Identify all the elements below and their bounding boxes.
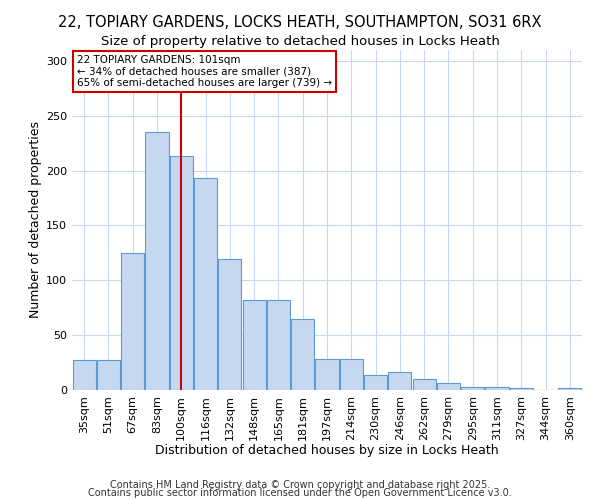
Bar xyxy=(121,253,144,390)
Bar xyxy=(388,372,412,390)
Bar xyxy=(340,360,363,390)
Bar xyxy=(559,388,581,390)
Bar xyxy=(97,360,120,390)
Bar xyxy=(242,300,266,390)
Bar xyxy=(461,386,484,390)
Y-axis label: Number of detached properties: Number of detached properties xyxy=(29,122,42,318)
Bar xyxy=(364,374,387,390)
Text: Contains public sector information licensed under the Open Government Licence v3: Contains public sector information licen… xyxy=(88,488,512,498)
Bar xyxy=(510,388,533,390)
Bar xyxy=(437,384,460,390)
Text: Contains HM Land Registry data © Crown copyright and database right 2025.: Contains HM Land Registry data © Crown c… xyxy=(110,480,490,490)
Bar xyxy=(194,178,217,390)
Bar xyxy=(73,360,95,390)
Bar xyxy=(267,300,290,390)
Text: Size of property relative to detached houses in Locks Heath: Size of property relative to detached ho… xyxy=(101,35,499,48)
Bar xyxy=(316,360,338,390)
Bar xyxy=(413,379,436,390)
X-axis label: Distribution of detached houses by size in Locks Heath: Distribution of detached houses by size … xyxy=(155,444,499,457)
Text: 22, TOPIARY GARDENS, LOCKS HEATH, SOUTHAMPTON, SO31 6RX: 22, TOPIARY GARDENS, LOCKS HEATH, SOUTHA… xyxy=(58,15,542,30)
Bar xyxy=(485,386,509,390)
Bar xyxy=(218,260,241,390)
Text: 22 TOPIARY GARDENS: 101sqm
← 34% of detached houses are smaller (387)
65% of sem: 22 TOPIARY GARDENS: 101sqm ← 34% of deta… xyxy=(77,55,332,88)
Bar xyxy=(291,318,314,390)
Bar xyxy=(170,156,193,390)
Bar xyxy=(145,132,169,390)
